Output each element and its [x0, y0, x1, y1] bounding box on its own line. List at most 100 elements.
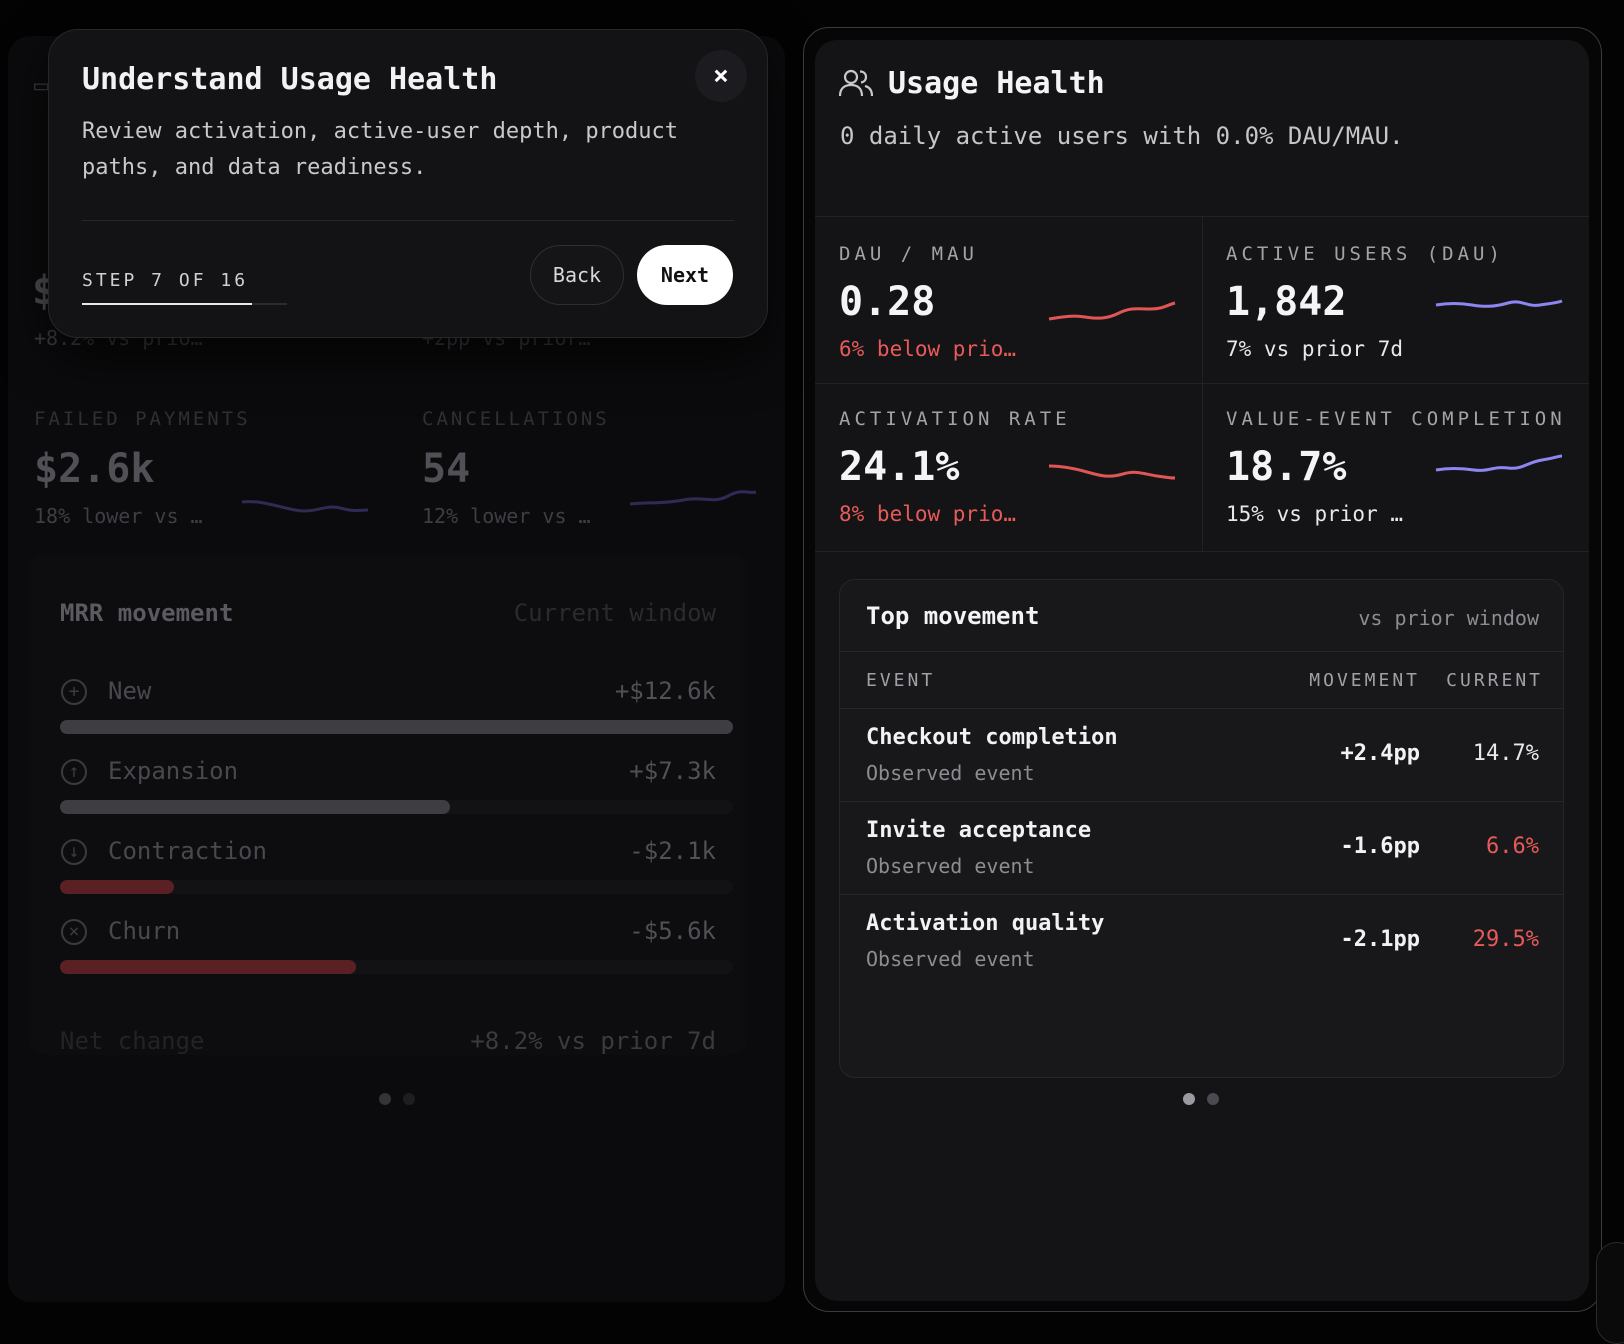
kpi-sub-cancellations: 12% lower vs …	[422, 504, 591, 528]
sparkline-active-users	[1435, 299, 1563, 308]
x-circle-icon: ×	[61, 919, 87, 945]
kpi-value-failed-payments: $2.6k	[34, 446, 155, 492]
panel-title: Usage Health	[888, 66, 1105, 101]
table-row[interactable]: Activation quality Observed event -2.1pp…	[840, 895, 1563, 987]
mrr-bar-fill	[60, 800, 451, 814]
table-title: Top movement	[866, 602, 1040, 630]
mrr-bar-track	[60, 720, 733, 734]
metric-sub: 8% below prio…	[839, 502, 1017, 526]
arrow-up-circle-icon: ↑	[61, 759, 87, 785]
mrr-row-value: +$7.3k	[629, 757, 716, 785]
arrow-down-circle-icon: ↓	[61, 839, 87, 865]
mrr-bar-track	[60, 800, 733, 814]
metric-label: ACTIVATION RATE	[839, 408, 1071, 430]
back-button[interactable]: Back	[530, 245, 624, 305]
tour-divider	[82, 220, 734, 221]
pager-dot[interactable]	[403, 1093, 415, 1105]
tour-progress-fill	[82, 303, 253, 305]
mrr-row-value: +$12.6k	[614, 677, 716, 705]
mrr-row-label: Expansion	[108, 757, 239, 785]
kpi-label-cancellations: CANCELLATIONS	[422, 408, 610, 430]
column-header-current: CURRENT	[1446, 670, 1543, 691]
net-change-value: +8.2% vs prior 7d	[470, 1027, 716, 1055]
divider	[840, 708, 1563, 709]
tour-popover: Understand Usage Health × Review activat…	[48, 29, 768, 338]
metric-card-dau-mau: DAU / MAU 0.28 6% below prio…	[815, 216, 1203, 384]
sparkline-dau-mau	[1048, 301, 1176, 321]
table-row[interactable]: Checkout completion Observed event +2.4p…	[840, 709, 1563, 801]
kpi-sub-failed-payments: 18% lower vs …	[34, 504, 203, 528]
sparkline-failed-payments	[241, 500, 369, 513]
event-current: 29.5%	[1472, 927, 1539, 952]
divider	[840, 651, 1563, 652]
mrr-window: Current window	[513, 599, 716, 627]
mrr-bar-track	[60, 880, 733, 894]
column-header-event: EVENT	[866, 670, 936, 691]
kpi-label-failed-payments: FAILED PAYMENTS	[34, 408, 251, 430]
close-button[interactable]: ×	[695, 50, 747, 102]
close-icon: ×	[713, 61, 729, 91]
pager-dot-active[interactable]	[379, 1093, 391, 1105]
top-movement-card: Top movement vs prior window EVENT MOVEM…	[839, 579, 1564, 1078]
mrr-movement-card: MRR movement Current window + New +$12.6…	[28, 555, 748, 1055]
divider	[840, 894, 1563, 895]
kpi-value-cancellations: 54	[422, 446, 471, 492]
mrr-row-value: -$2.1k	[629, 837, 716, 865]
event-sub: Observed event	[866, 947, 1035, 971]
mrr-row-value: -$5.6k	[629, 917, 716, 945]
metric-label: DAU / MAU	[839, 243, 978, 265]
table-row[interactable]: Invite acceptance Observed event -1.6pp …	[840, 802, 1563, 894]
next-panel-edge	[1596, 1242, 1624, 1344]
next-button[interactable]: Next	[637, 245, 733, 305]
table-subtitle: vs prior window	[1358, 606, 1539, 630]
metric-value: 24.1%	[839, 444, 960, 490]
metric-label: ACTIVE USERS (DAU)	[1226, 243, 1504, 265]
mrr-row-label: Churn	[108, 917, 181, 945]
metric-value: 18.7%	[1226, 444, 1347, 490]
event-name: Invite acceptance	[866, 818, 1092, 843]
pager-dot[interactable]	[1207, 1093, 1219, 1105]
event-movement: +2.4pp	[1340, 741, 1420, 766]
tour-title: Understand Usage Health	[82, 62, 498, 97]
mrr-row-label: New	[108, 677, 152, 705]
metric-card-value-event-completion: VALUE-EVENT COMPLETION 18.7% 15% vs prio…	[1202, 383, 1589, 552]
metric-value: 0.28	[839, 279, 936, 325]
event-movement: -1.6pp	[1340, 834, 1420, 859]
metric-card-active-users: ACTIVE USERS (DAU) 1,842 7% vs prior 7d	[1202, 216, 1589, 384]
tour-progress-track	[82, 303, 287, 305]
sparkline-activation-rate	[1048, 464, 1176, 480]
event-name: Checkout completion	[866, 725, 1118, 750]
plus-circle-icon: +	[61, 679, 87, 705]
pager-dot-active[interactable]	[1183, 1093, 1195, 1105]
sparkline-value-event-completion	[1435, 454, 1563, 472]
metric-sub: 7% vs prior 7d	[1226, 337, 1404, 361]
panel-icon: ▭	[34, 71, 49, 99]
metric-sub: 6% below prio…	[839, 337, 1017, 361]
tour-description-line: Review activation, active-user depth, pr…	[82, 119, 679, 144]
panel-summary: 0 daily active users with 0.0% DAU/MAU.	[840, 122, 1404, 150]
sparkline-cancellations	[629, 490, 757, 506]
mrr-bar-fill	[60, 880, 175, 894]
metric-value: 1,842	[1226, 279, 1347, 325]
mrr-row-label: Contraction	[108, 837, 267, 865]
tour-description: Review activation, active-user depth, pr…	[82, 114, 678, 186]
event-current: 14.7%	[1472, 741, 1539, 766]
tour-description-line: paths, and data readiness.	[82, 155, 427, 180]
mrr-bar-fill	[60, 720, 733, 734]
event-name: Activation quality	[866, 911, 1105, 936]
column-header-movement: MOVEMENT	[1309, 670, 1420, 691]
mrr-bar-track	[60, 960, 733, 974]
event-sub: Observed event	[866, 761, 1035, 785]
metric-sub: 15% vs prior …	[1226, 502, 1404, 526]
event-current: 6.6%	[1486, 834, 1539, 859]
event-sub: Observed event	[866, 854, 1035, 878]
divider	[840, 801, 1563, 802]
event-movement: -2.1pp	[1340, 927, 1420, 952]
users-icon	[839, 69, 873, 97]
metric-card-activation-rate: ACTIVATION RATE 24.1% 8% below prio…	[815, 383, 1203, 552]
mrr-title: MRR movement	[60, 599, 234, 627]
mrr-bar-fill	[60, 960, 357, 974]
metric-label: VALUE-EVENT COMPLETION	[1226, 408, 1566, 430]
tour-step-text: STEP 7 OF 16	[82, 270, 249, 291]
net-change-label: Net change	[60, 1027, 205, 1055]
